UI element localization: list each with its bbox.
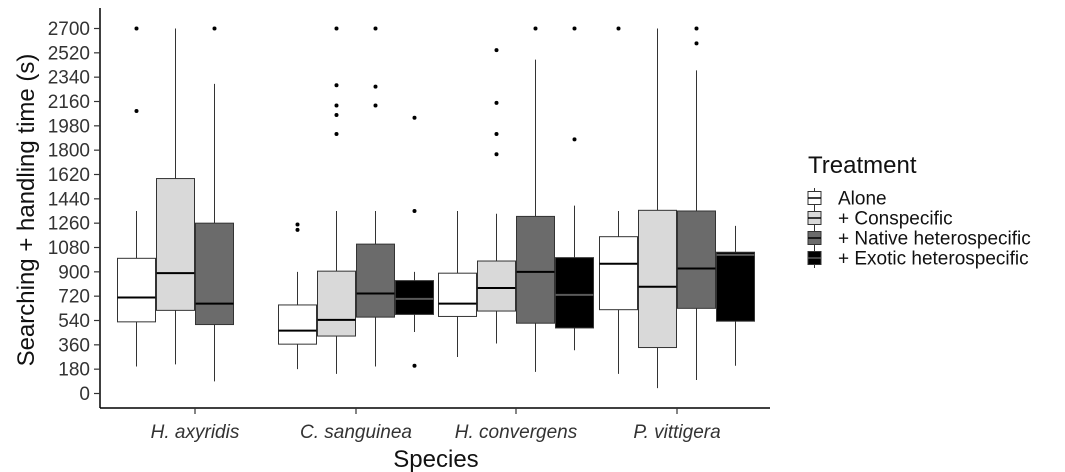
box-3-3 — [716, 225, 755, 366]
y-tick-label: 1800 — [48, 141, 90, 162]
outlier-point — [295, 227, 300, 232]
outlier-point — [494, 48, 499, 53]
outlier-point — [334, 113, 339, 118]
legend-label: Alone — [838, 189, 887, 210]
box-2-3 — [677, 26, 716, 380]
x-tick-label: P. vittigera — [633, 422, 720, 443]
box-rect — [278, 304, 317, 345]
outlier-point — [412, 363, 417, 368]
box-rect — [477, 260, 516, 312]
box-rect — [195, 222, 234, 326]
x-ticks: H. axyridis C. sanguinea H. convergens P. v… — [151, 408, 721, 443]
box-1-3 — [638, 28, 677, 389]
outlier-point — [334, 83, 339, 88]
y-tick-label: 2160 — [48, 92, 90, 113]
y-tick-label: 1440 — [48, 189, 90, 210]
legend: Treatment Alone+ Conspecific+ Native het… — [807, 152, 1031, 270]
box-rect — [516, 215, 555, 324]
box-0-2 — [438, 211, 477, 357]
outlier-point — [694, 41, 699, 46]
outlier-point — [334, 103, 339, 108]
y-tick-label: 2340 — [48, 68, 90, 89]
outlier-point — [373, 26, 378, 31]
y-tick-label: 540 — [58, 311, 90, 332]
box-0-0 — [117, 26, 156, 367]
outlier-point — [334, 131, 339, 136]
y-tick-label: 1080 — [48, 238, 90, 259]
y-tick-label: 720 — [58, 287, 90, 308]
legend-label: + Exotic heterospecific — [838, 249, 1029, 270]
box-rect — [356, 243, 395, 318]
box-0-3 — [599, 26, 638, 374]
box-1-1 — [317, 26, 356, 374]
legend-key-2 — [807, 228, 822, 248]
legend-key-3 — [807, 248, 822, 268]
y-tick-label: 2520 — [48, 43, 90, 64]
x-tick-label: C. sanguinea — [300, 422, 412, 443]
y-tick-label: 1980 — [48, 116, 90, 137]
box-3-2 — [555, 26, 594, 351]
x-tick-label: H. axyridis — [151, 422, 240, 443]
outlier-point — [134, 108, 139, 113]
outlier-point — [533, 26, 538, 31]
box-rect — [117, 257, 156, 323]
box-rect — [677, 210, 716, 309]
legend-title: Treatment — [808, 152, 917, 179]
legend-label: + Conspecific — [838, 209, 953, 230]
outlier-point — [494, 131, 499, 136]
box-2-0 — [195, 26, 234, 382]
outlier-point — [694, 26, 699, 31]
y-tick-label: 1260 — [48, 214, 90, 235]
box-rect — [716, 251, 755, 322]
y-axis-title: Searching + handling time (s) — [13, 54, 40, 367]
outlier-point — [572, 26, 577, 31]
outlier-point — [494, 152, 499, 157]
box-2-1 — [356, 26, 395, 367]
y-tick-label: 1620 — [48, 165, 90, 186]
box-rect — [438, 272, 477, 317]
box-1-0 — [156, 28, 195, 365]
x-axis-title: Species — [393, 446, 478, 472]
box-rect — [555, 257, 594, 329]
box-rect — [599, 236, 638, 311]
outlier-point — [334, 26, 339, 31]
legend-key-0 — [807, 188, 822, 208]
box-rect — [638, 209, 677, 349]
y-tick-label: 2700 — [48, 19, 90, 40]
y-tick-label: 0 — [79, 384, 90, 405]
box-3-1 — [395, 115, 434, 368]
outlier-point — [373, 103, 378, 108]
y-tick-label: 900 — [58, 262, 90, 283]
y-tick-label: 360 — [58, 335, 90, 356]
legend-label: + Native heterospecific — [838, 229, 1031, 250]
legend-key-1 — [807, 208, 822, 228]
outlier-point — [295, 222, 300, 227]
outlier-point — [616, 26, 621, 31]
box-rect — [395, 280, 434, 315]
outlier-point — [412, 209, 417, 213]
box-rect — [317, 270, 356, 337]
outlier-point — [412, 115, 417, 120]
box-2-2 — [516, 26, 555, 372]
box-0-1 — [278, 222, 317, 370]
box-rect — [156, 178, 195, 311]
x-tick-label: H. convergens — [455, 422, 578, 443]
outlier-point — [212, 26, 217, 31]
outlier-point — [134, 26, 139, 31]
outlier-point — [373, 84, 378, 89]
plot-area — [117, 26, 755, 389]
box-1-2 — [477, 48, 516, 344]
y-ticks: 0 180 360 540 720 900 1080 1260 1440 1620 1800 1980… — [48, 19, 100, 405]
outlier-point — [494, 100, 499, 105]
y-tick-label: 180 — [58, 360, 90, 381]
outlier-point — [572, 137, 577, 142]
